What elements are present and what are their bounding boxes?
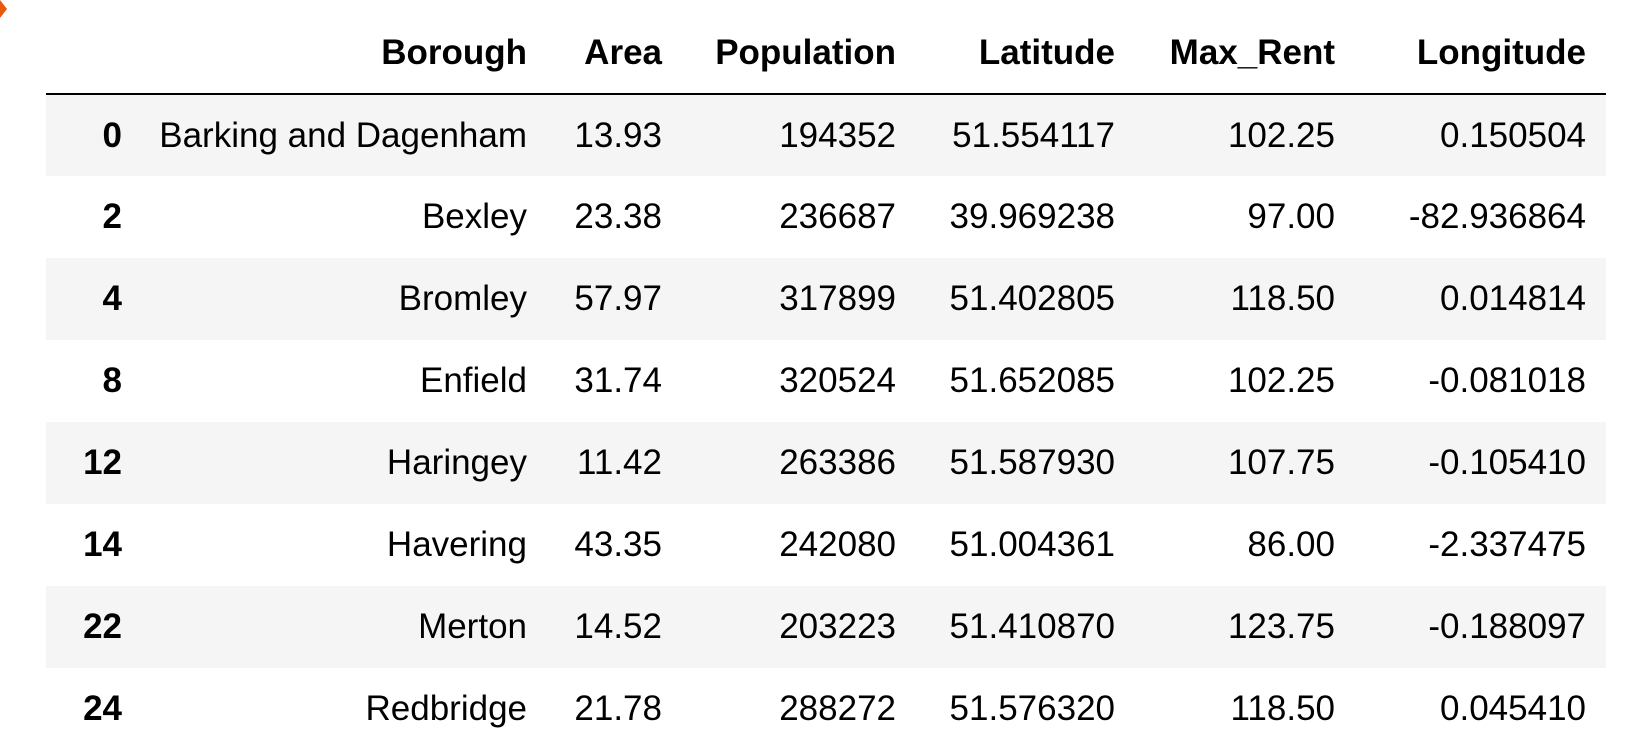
table-row: 24 Redbridge 21.78 288272 51.576320 118.50 0.0…	[46, 668, 1606, 750]
table-row: 0 Barking and Dagenham 13.93 194352 51.55411…	[46, 94, 1606, 176]
index-header	[46, 12, 138, 95]
column-header-borough: Borough	[138, 12, 547, 95]
row-index: 0	[102, 115, 122, 155]
cell-borough: Bromley	[398, 279, 527, 318]
cell-borough: Enfield	[419, 361, 527, 400]
cell-max-rent: 86.00	[1247, 525, 1335, 564]
cell-area: 11.42	[577, 443, 662, 482]
table-body: 0 Barking and Dagenham 13.93 194352 51.55411…	[46, 94, 1606, 750]
cell-max-rent: 97.00	[1247, 197, 1335, 236]
table-row: 4 Bromley 57.97 317899 51.402805 118.50 0.0148…	[46, 258, 1606, 340]
cell-max-rent: 118.50	[1230, 689, 1335, 728]
cell-borough: Redbridge	[365, 689, 528, 728]
row-index: 24	[83, 689, 122, 728]
column-header-latitude: Latitude	[916, 12, 1135, 95]
cell-borough: Haringey	[386, 443, 527, 482]
table-header: Borough Area Population Latitude Max_Ren…	[46, 12, 1606, 95]
cell-population: 317899	[779, 279, 896, 318]
cell-population: 263386	[779, 443, 896, 482]
cell-latitude: 51.576320	[949, 689, 1115, 728]
cell-population: 194352	[779, 115, 896, 155]
output-prompt-marker	[0, 0, 7, 18]
table-row: 2 Bexley 23.38 236687 39.969238 97.00 -82.9368…	[46, 176, 1606, 258]
cell-longitude: -0.081018	[1428, 361, 1586, 400]
row-index: 2	[102, 197, 122, 236]
cell-max-rent: 102.25	[1227, 361, 1335, 400]
header-row: Borough Area Population Latitude Max_Ren…	[46, 12, 1606, 95]
cell-longitude: 0.150504	[1440, 115, 1586, 155]
table-row: 22 Merton 14.52 203223 51.410870 123.75 -0.188…	[46, 586, 1606, 668]
cell-area: 14.52	[574, 607, 662, 646]
table-row: 12 Haringey 11.42 263386 51.587930 107.75 -0.1…	[46, 422, 1606, 504]
cell-max-rent: 123.75	[1227, 607, 1335, 646]
column-header-area: Area	[547, 12, 682, 95]
cell-area: 57.97	[574, 279, 662, 318]
cell-latitude: 39.969238	[949, 197, 1115, 236]
cell-population: 288272	[779, 689, 896, 728]
cell-longitude: 0.014814	[1440, 279, 1586, 318]
cell-area: 21.78	[574, 689, 662, 728]
cell-longitude: -0.105410	[1428, 443, 1586, 482]
row-index: 8	[102, 361, 122, 400]
cell-population: 236687	[779, 197, 896, 236]
cell-longitude: 0.045410	[1440, 689, 1586, 728]
row-index: 22	[83, 607, 122, 646]
dataframe-output: Borough Area Population Latitude Max_Ren…	[46, 12, 1606, 750]
table-row: 14 Havering 43.35 242080 51.004361 86.00 -2.33…	[46, 504, 1606, 586]
cell-max-rent: 118.50	[1230, 279, 1335, 318]
cell-borough: Barking and Dagenham	[159, 115, 527, 155]
dataframe-table: Borough Area Population Latitude Max_Ren…	[46, 12, 1606, 750]
cell-population: 203223	[779, 607, 896, 646]
cell-latitude: 51.410870	[949, 607, 1115, 646]
cell-longitude: -82.936864	[1408, 197, 1586, 236]
row-index: 4	[102, 279, 122, 318]
row-index: 14	[83, 525, 122, 564]
cell-latitude: 51.587930	[949, 443, 1115, 482]
cell-area: 23.38	[574, 197, 662, 236]
cell-latitude: 51.554117	[952, 115, 1115, 155]
cell-latitude: 51.402805	[949, 279, 1115, 318]
cell-population: 242080	[779, 525, 896, 564]
cell-area: 43.35	[574, 525, 662, 564]
column-header-max-rent: Max_Rent	[1135, 12, 1355, 95]
cell-latitude: 51.004361	[949, 525, 1115, 564]
cell-area: 13.93	[574, 115, 662, 155]
cell-population: 320524	[779, 361, 896, 400]
cell-area: 31.74	[574, 361, 662, 400]
cell-max-rent: 102.25	[1227, 115, 1335, 155]
cell-borough: Merton	[418, 607, 527, 646]
cell-latitude: 51.652085	[949, 361, 1115, 400]
row-index: 12	[83, 443, 122, 482]
cell-max-rent: 107.75	[1227, 443, 1335, 482]
table-row: 8 Enfield 31.74 320524 51.652085 102.25 -0.081…	[46, 340, 1606, 422]
cell-longitude: -0.188097	[1428, 607, 1586, 646]
column-header-population: Population	[682, 12, 916, 95]
cell-longitude: -2.337475	[1428, 525, 1586, 564]
cell-borough: Havering	[386, 525, 527, 564]
column-header-longitude: Longitude	[1355, 12, 1606, 95]
cell-borough: Bexley	[421, 197, 527, 236]
